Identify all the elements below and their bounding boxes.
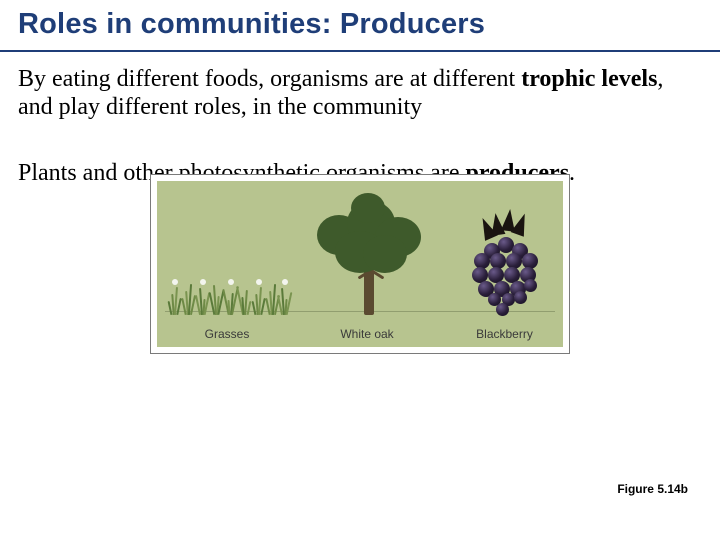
grass-flower <box>282 279 288 285</box>
figure-caption: Figure 5.14b <box>617 482 688 496</box>
grass-flower <box>228 279 234 285</box>
blackberry-drupelet <box>496 303 509 316</box>
figure-background: Grasses White oak Blackberry <box>157 181 563 347</box>
oak-canopy-blob <box>351 193 385 223</box>
title-underline <box>0 50 720 52</box>
oak-canopy-blob <box>363 235 407 273</box>
page-title: Roles in communities: Producers <box>18 8 485 41</box>
grass-flower <box>172 279 178 285</box>
blackberry-body <box>472 237 542 311</box>
white-oak-illustration <box>309 193 429 315</box>
p1-bold: trophic levels <box>521 66 657 92</box>
grass-tuft <box>279 281 293 315</box>
label-white-oak: White oak <box>292 327 442 341</box>
figure: Grasses White oak Blackberry <box>150 174 570 354</box>
blackberry-illustration <box>462 209 552 313</box>
paragraph-1: By eating different foods, organisms are… <box>18 66 702 121</box>
grass-tuft <box>211 281 225 315</box>
blackberry-drupelet <box>524 279 537 292</box>
grasses-illustration <box>165 279 295 315</box>
grass-flower <box>256 279 262 285</box>
grass-tuft <box>239 281 253 315</box>
slide: Roles in communities: Producers By eatin… <box>0 0 720 540</box>
blackberry-drupelet <box>514 291 527 304</box>
label-blackberry: Blackberry <box>447 327 562 341</box>
p1-text-pre: By eating different foods, organisms are… <box>18 66 521 92</box>
oak-trunk <box>364 271 374 315</box>
grass-blade <box>247 301 252 315</box>
grass-flower <box>200 279 206 285</box>
label-grasses: Grasses <box>157 327 297 341</box>
